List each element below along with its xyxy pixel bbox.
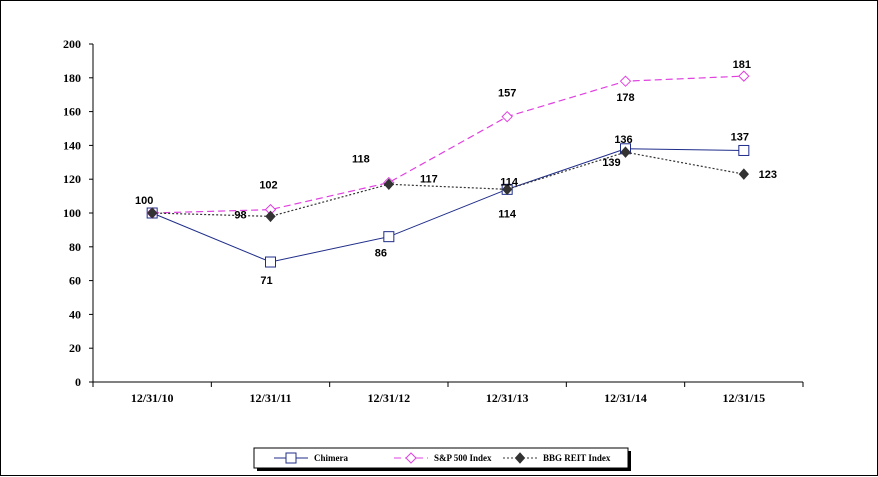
data-point (285, 452, 297, 464)
data-label: 181 (733, 59, 751, 71)
y-tick-label: 80 (69, 240, 81, 254)
data-label: 178 (616, 92, 634, 104)
series-s-p-500-index (146, 70, 750, 219)
x-tick-label: 12/31/14 (604, 391, 647, 405)
legend-entry: S&P 500 Index (394, 452, 492, 464)
series-bbg-reit-index (146, 146, 750, 223)
data-point (738, 70, 750, 82)
y-tick-label: 180 (63, 71, 81, 85)
legend: Chimera S&P 500 Index BBG REIT Index (253, 447, 631, 471)
data-label: 118 (352, 154, 370, 166)
series-chimera (146, 143, 750, 268)
x-tick-label: 12/31/10 (131, 391, 174, 405)
y-tick-label: 160 (63, 105, 81, 119)
y-tick-label: 120 (63, 172, 81, 186)
legend-entry: Chimera (274, 452, 348, 464)
data-point (265, 210, 276, 223)
axes: 0 20 40 60 80 100 120 140 160 180 200 12/31/10 12/31… (63, 37, 804, 405)
data-point (265, 256, 276, 268)
data-label: 123 (759, 169, 777, 181)
legend-label: Chimera (314, 453, 348, 463)
data-label: 137 (731, 131, 749, 143)
data-point (620, 146, 631, 158)
data-point (738, 168, 750, 180)
data-point (501, 183, 513, 196)
data-label: 157 (498, 88, 516, 100)
data-point (383, 178, 395, 191)
legend-label: S&P 500 Index (434, 453, 492, 463)
data-label: 86 (375, 248, 387, 260)
data-point (383, 231, 395, 243)
data-labels: 100 71 86 114 136 137 102 118 157 178 181 98 117 114 1… (135, 59, 777, 287)
y-tick-label: 60 (69, 274, 81, 288)
data-point (514, 452, 526, 464)
data-point (405, 452, 417, 464)
data-label: 114 (498, 208, 517, 220)
data-label: 117 (420, 173, 438, 185)
data-label: 114 (500, 176, 519, 188)
data-label: 98 (234, 209, 246, 221)
y-tick-label: 140 (63, 138, 81, 152)
series-lines (146, 70, 750, 268)
y-tick-label: 20 (69, 341, 81, 355)
x-tick-label: 12/31/12 (367, 391, 410, 405)
y-tick-label: 40 (69, 307, 81, 321)
data-label: 136 (614, 134, 632, 146)
x-tick-label: 12/31/11 (249, 391, 291, 405)
data-point (619, 75, 632, 87)
data-point (146, 207, 158, 219)
series-line (152, 75, 744, 214)
y-tick-label: 0 (75, 375, 81, 389)
data-label: 102 (259, 180, 277, 192)
data-label: 100 (135, 195, 153, 207)
legend-entry: BBG REIT Index (503, 452, 611, 464)
x-tick-label: 12/31/13 (486, 391, 529, 405)
legend-box (253, 447, 629, 469)
data-point (738, 144, 750, 156)
y-tick-label: 100 (63, 206, 81, 220)
data-point (501, 110, 513, 123)
legend-label: BBG REIT Index (543, 453, 611, 463)
y-tick-label: 200 (63, 37, 81, 51)
x-tick-label: 12/31/15 (722, 391, 765, 405)
data-label: 139 (602, 157, 620, 169)
series-line (152, 151, 744, 217)
data-label: 71 (260, 275, 272, 287)
series-line (151, 148, 744, 263)
